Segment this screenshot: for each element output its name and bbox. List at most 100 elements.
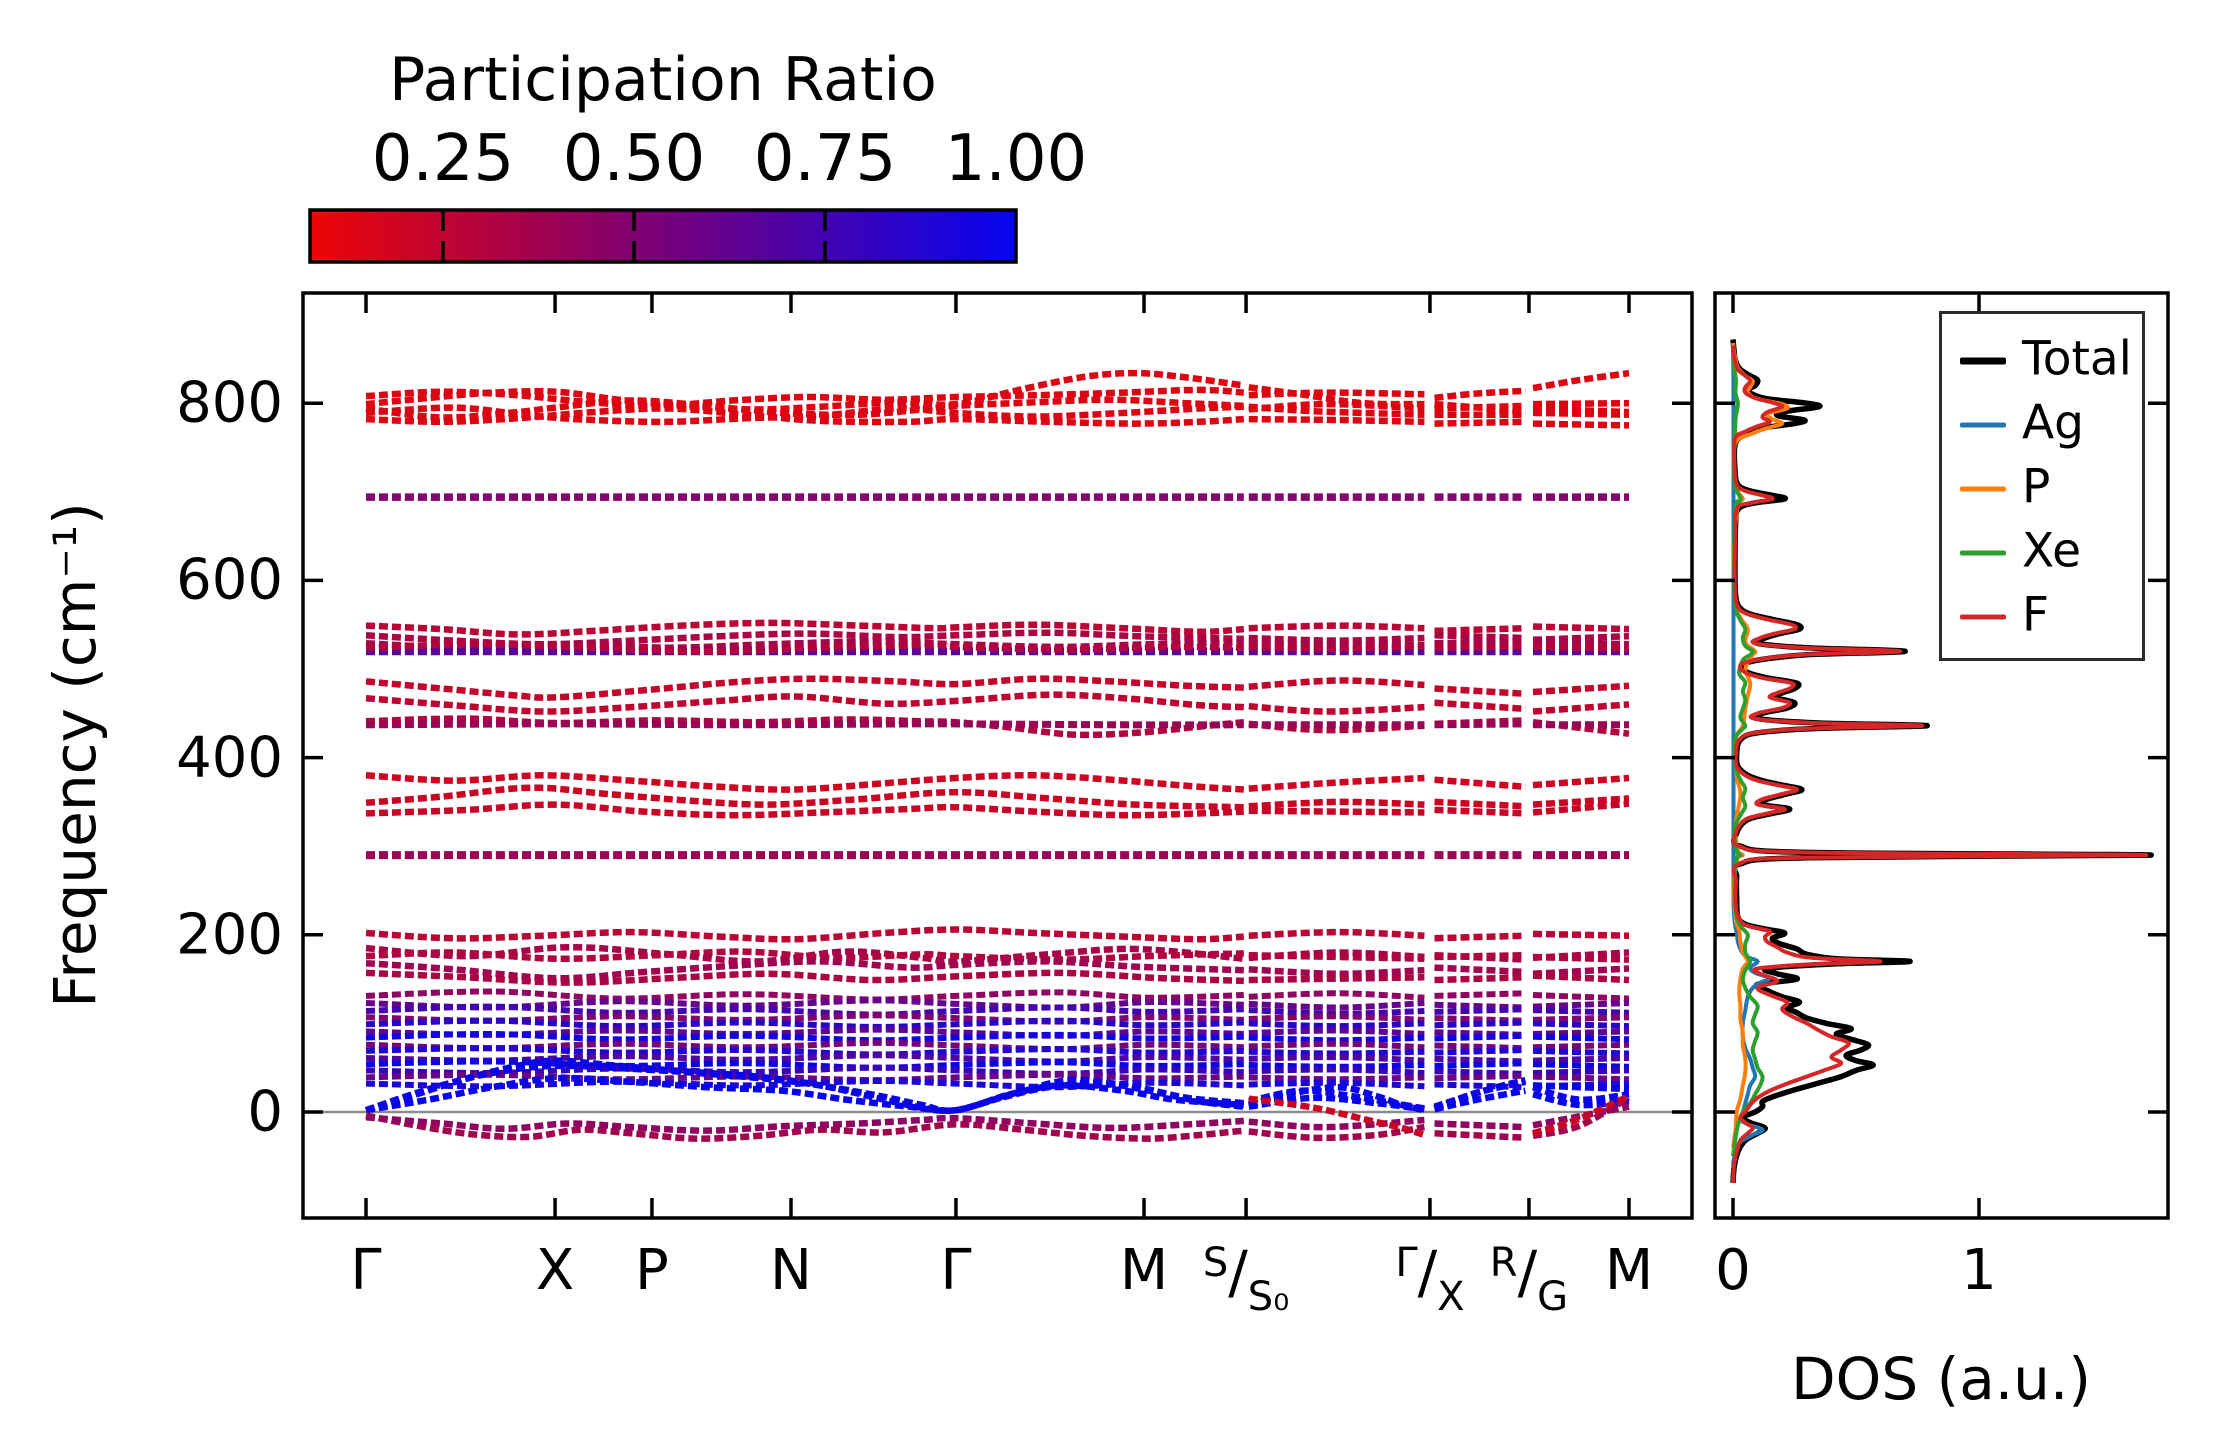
phonon-band [365,640,1244,655]
phonon-band [1248,798,1425,810]
phonon-band [1532,1047,1630,1057]
phonon-band [365,1017,1244,1030]
phonon-band [1434,387,1526,402]
phonon-band [1532,1014,1630,1023]
phonon-band [1433,1076,1527,1110]
phonon-band [1248,1116,1425,1131]
phonon-band [1532,405,1630,416]
colorbar-tick-label: 0.75 [753,122,897,196]
phonon-band [1248,1000,1425,1011]
phonon-band [1532,953,1630,963]
phonon-band [1532,1093,1631,1137]
phonon-band [365,784,1244,811]
phonon-band [1434,720,1526,729]
phonon-band [1434,685,1526,698]
phonon-band [365,369,1245,413]
dos-curve-f [1731,345,2149,1184]
phonon-band [365,1003,1244,1018]
phonon-band [1248,1007,1425,1017]
phonon-band [365,969,1244,986]
phonon-band [1532,1082,1630,1093]
colorbar-tick-label: 0.50 [562,122,706,196]
phonon-band [1248,1074,1425,1083]
phonon-band [1434,1120,1526,1131]
phonon-band [365,997,1244,1011]
phonon-band [365,926,1245,943]
phonon-band [1248,702,1425,715]
phonon-band [1532,774,1630,789]
phonon-band [1248,990,1425,1001]
phonon-band [1434,1068,1526,1077]
phonon-band [1434,1001,1526,1011]
phonon-band [1248,400,1425,413]
colorbar-border [308,208,1018,264]
phonon-band [1532,1000,1630,1010]
phonon-band [1532,972,1630,984]
x-tick-label: S/S₀ [1202,1238,1290,1320]
phonon-band [365,675,1244,701]
phonon-band [1248,389,1425,399]
band-structure-panel [303,293,1692,1218]
phonon-band [1434,1006,1526,1015]
dos-panel [1715,293,2168,1218]
dos-x-tick-label: 0 [1715,1238,1751,1303]
dos-curve-p [1731,342,1791,1148]
legend-line-sample [1960,357,2006,365]
phonon-band [1434,1060,1526,1069]
phonon-band [1434,990,1526,999]
phonon-band [1434,1130,1526,1141]
phonon-band [1248,1034,1425,1044]
phonon-band [1532,369,1630,392]
dos-panel-frame [1713,291,2170,1220]
phonon-band [1248,1087,1425,1112]
phonon-band [1248,951,1425,962]
legend-line-sample [1960,550,2006,556]
phonon-band [365,988,1244,1003]
y-tick-label: 600 [176,547,283,613]
y-axis-label: Frequency (cm⁻¹) [41,502,109,1008]
phonon-bands [364,369,1631,1142]
phonon-band [1532,1055,1630,1064]
phonon-band [1248,1054,1425,1064]
phonon-band [1434,1072,1526,1082]
phonon-band [365,1030,1244,1044]
legend-line-sample [1960,422,2006,428]
phonon-band [1248,677,1425,690]
legend-label: P [2022,459,2051,515]
band-panel-frame [301,291,1694,1220]
phonon-band [1532,1084,1630,1104]
phonon-band [1434,798,1526,810]
phonon-band [1248,974,1425,984]
phonon-band [1248,622,1425,632]
phonon-band [365,801,1244,819]
phonon-band [1532,1103,1630,1129]
phonon-band [1434,806,1526,817]
phonon-band [365,619,1245,638]
phonon-band [1434,951,1526,961]
x-tick-label: X [535,1238,575,1303]
x-tick-label: N [770,1238,812,1303]
phonon-band [1248,1062,1425,1070]
phonon-band [1532,682,1630,696]
phonon-band [365,1064,1244,1077]
colorbar-tick-label: 1.00 [944,122,1088,196]
phonon-band [1434,1032,1526,1042]
phonon-band [1434,1029,1526,1038]
phonon-band [1532,420,1630,429]
phonon-band [1434,1015,1526,1024]
phonon-band [1532,1020,1630,1030]
phonon-band [1532,1094,1631,1140]
x-tick-label: Γ [940,1238,972,1303]
y-tick-label: 800 [176,370,283,436]
y-tick-label: 200 [176,902,283,968]
phonon-band [365,958,1244,982]
phonon-band [365,1071,1244,1084]
phonon-band [365,405,1245,427]
phonon-band [1248,928,1425,939]
x-tick-label: Γ [350,1238,382,1303]
phonon-band [1248,642,1425,652]
legend-label: Ag [2022,395,2084,451]
phonon-band [1434,1055,1526,1065]
y-tick-label: 400 [176,725,283,791]
